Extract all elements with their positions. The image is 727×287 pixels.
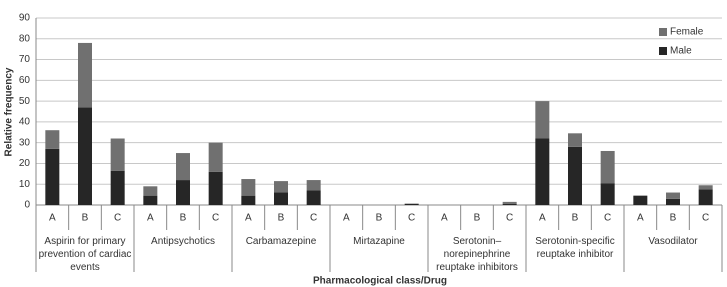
y-tick-label: 50 [19,96,31,107]
group-label: Aspirin for primary prevention of cardia… [38,236,132,273]
bar-segment [45,148,60,205]
x-tick-label: C [310,213,317,224]
bar-segment [633,195,648,205]
y-axis-title: Relative frequency [4,67,15,156]
bar-segment [698,189,713,205]
y-tick-label: 30 [19,137,31,148]
x-tick-label: B [670,213,677,224]
legend-swatch [659,47,667,55]
bar-segment [306,180,321,191]
bar-segment [143,195,158,205]
y-tick-label: 10 [19,179,31,190]
bar-segment [568,146,582,205]
x-tick-label: C [212,213,219,224]
x-tick-label: A [147,213,154,224]
x-tick-label: B [376,213,383,224]
bar-segment [78,107,92,205]
x-tick-label: B [180,213,187,224]
bar-segment [208,142,223,172]
bar-segment [698,185,713,190]
bar-segment [143,186,158,196]
bar-segment [666,192,680,199]
bar-segment [241,195,256,205]
bar-segment [568,133,582,147]
bar-segment [404,203,419,205]
bar-segment [502,203,517,205]
y-tick-label: 80 [19,33,31,44]
group-label: Vasodilator [648,236,698,247]
group-label: Serotonin–norepinephrine reuptake inhibi… [436,236,518,273]
x-tick-label: C [702,213,709,224]
group-label: Mirtazapine [353,236,405,247]
bar-segment [306,190,321,205]
x-tick-label: A [539,213,546,224]
legend-swatch [659,28,667,36]
y-tick-label: 60 [19,75,31,86]
x-tick-label: B [572,213,579,224]
bar-segment [274,181,288,193]
bar-segment [78,42,92,108]
bar-segment [45,130,60,149]
x-tick-label: C [506,213,513,224]
y-tick-label: 20 [19,158,31,169]
bar-segment [176,180,190,205]
x-tick-label: A [245,213,252,224]
group-label: Carbamazepine [245,236,317,247]
x-tick-label: B [278,213,285,224]
x-tick-label: A [49,213,56,224]
group-label: Serotonin-specific reuptake inhibitor [535,236,615,260]
bar-segment [176,153,190,181]
group-label: Antipsychotics [151,236,215,247]
x-tick-label: C [408,213,415,224]
bar-segment [535,138,550,205]
x-axis-title: Pharmacological class/Drug [313,276,447,287]
bar-segment [208,171,223,205]
x-tick-label: C [604,213,611,224]
x-tick-label: A [637,213,644,224]
legend-label: Male [670,46,692,57]
bar-segment [110,170,125,205]
legend-label: Female [670,27,704,38]
bar-segment [241,179,256,196]
y-tick-label: 70 [19,54,31,65]
y-tick-label: 40 [19,117,31,128]
bar-segment [600,183,615,205]
x-tick-label: C [114,213,121,224]
bar-segment [666,198,680,205]
bar-segment [502,201,517,204]
x-tick-label: A [441,213,448,224]
bar-segment [600,150,615,184]
bar-segment [535,101,550,139]
x-tick-label: A [343,213,350,224]
bar-segment [274,192,288,205]
bar-segment [110,138,125,171]
y-tick-label: 0 [24,200,30,211]
x-tick-label: B [82,213,89,224]
y-tick-label: 90 [19,13,31,24]
x-tick-label: B [474,213,481,224]
